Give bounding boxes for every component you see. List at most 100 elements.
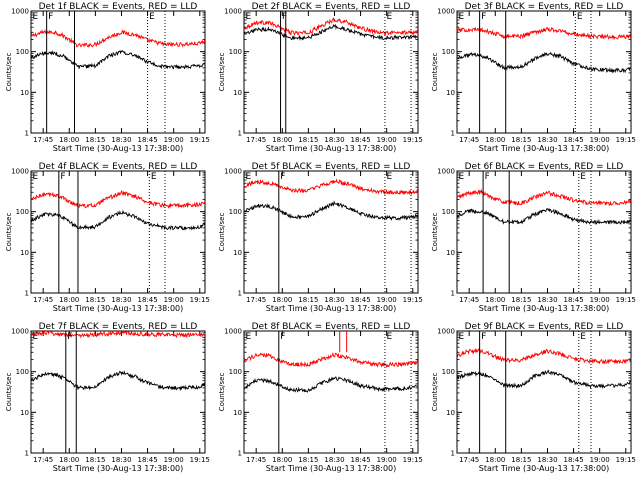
time-marker-label: E — [149, 12, 155, 22]
plot-frame — [30, 170, 206, 294]
y-tick-label: 1000 — [437, 168, 455, 176]
x-tick-label: 18:45 — [350, 296, 370, 304]
y-tick-label: 1 — [451, 130, 455, 138]
chart-title: Det 6f BLACK = Events, RED = LLD — [465, 162, 624, 172]
x-tick-label: 18:00 — [272, 456, 292, 464]
y-axis-label: Counts/sec — [218, 373, 226, 412]
y-tick-label: 1000 — [11, 168, 29, 176]
x-tick-label: 19:15 — [190, 136, 210, 144]
x-tick-label: 18:15 — [85, 296, 105, 304]
time-marker-label: E — [459, 332, 465, 342]
x-tick-label: 18:15 — [298, 296, 318, 304]
x-tick-label: 19:00 — [164, 296, 184, 304]
x-tick-label: 18:45 — [137, 136, 157, 144]
plot-frame — [456, 330, 632, 454]
time-marker-label: E — [33, 12, 39, 22]
x-tick-label: 18:00 — [272, 296, 292, 304]
plot-frame — [243, 170, 419, 294]
y-axis-label: Counts/sec — [431, 373, 439, 412]
y-tick-label: 100 — [442, 368, 455, 376]
x-tick-label: 18:00 — [485, 296, 505, 304]
time-marker-label: E — [33, 332, 39, 342]
x-tick-label: 18:00 — [59, 456, 79, 464]
x-axis-label: Start Time (30-Aug-13 17:38:00) — [266, 144, 397, 153]
y-tick-label: 10 — [233, 249, 242, 257]
y-axis-label: Counts/sec — [218, 213, 226, 252]
y-tick-label: 100 — [16, 48, 29, 56]
x-tick-label: 18:15 — [85, 456, 105, 464]
y-tick-label: 1000 — [224, 168, 242, 176]
lld-series-line — [456, 347, 631, 365]
x-tick-label: 18:30 — [111, 136, 131, 144]
lld-series-line — [31, 189, 206, 209]
x-tick-label: 18:15 — [298, 456, 318, 464]
time-marker-label: E — [246, 12, 252, 22]
events-series-line — [243, 23, 418, 41]
lld-series-line — [243, 17, 418, 36]
chart-title: Det 5f BLACK = Events, RED = LLD — [252, 162, 411, 172]
chart-panel-9: Det 9f BLACK = Events, RED = LLD 1 10 100 10… — [431, 322, 636, 473]
y-tick-label: 100 — [16, 368, 29, 376]
x-axis-label: Start Time (30-Aug-13 17:38:00) — [479, 144, 610, 153]
y-tick-label: 10 — [446, 249, 455, 257]
x-tick-label: 18:00 — [485, 136, 505, 144]
events-series-line — [30, 209, 206, 231]
x-axis-label: Start Time (30-Aug-13 17:38:00) — [266, 304, 397, 313]
time-marker-label: F — [280, 332, 285, 342]
chart-title: Det 7f BLACK = Events, RED = LLD — [39, 322, 198, 332]
y-tick-label: 10 — [446, 409, 455, 417]
y-tick-label: 1 — [25, 290, 29, 298]
y-tick-label: 100 — [229, 368, 242, 376]
lld-series-line — [30, 329, 205, 339]
time-marker-label: E — [580, 172, 586, 182]
events-series-line — [243, 200, 419, 222]
x-tick-label: 19:15 — [403, 456, 423, 464]
lld-series-line — [243, 178, 419, 196]
x-tick-label: 18:15 — [511, 296, 531, 304]
x-tick-label: 18:30 — [324, 296, 344, 304]
x-tick-label: 18:30 — [537, 456, 557, 464]
x-tick-label: 19:00 — [590, 296, 610, 304]
lld-series-line — [30, 29, 206, 48]
y-tick-label: 10 — [20, 249, 29, 257]
x-tick-label: 18:45 — [350, 136, 370, 144]
x-tick-label: 19:15 — [403, 296, 423, 304]
x-tick-label: 19:00 — [590, 456, 610, 464]
time-marker-label: E — [577, 12, 583, 22]
time-marker-label: E — [459, 172, 465, 182]
y-tick-label: 100 — [16, 208, 29, 216]
x-axis-label: Start Time (30-Aug-13 17:38:00) — [53, 304, 184, 313]
y-tick-label: 100 — [442, 208, 455, 216]
y-tick-label: 10 — [233, 89, 242, 97]
time-marker-label: F — [280, 172, 285, 182]
chart-panel-1: Det 1f BLACK = Events, RED = LLD 1 10 100 10… — [5, 2, 210, 153]
plot-frame — [30, 330, 206, 454]
chart-panel-4: Det 4f BLACK = Events, RED = LLD 1 10 100 10… — [5, 162, 210, 313]
time-marker-label: F — [481, 12, 486, 22]
y-tick-label: 1 — [25, 130, 29, 138]
plot-frame — [30, 10, 206, 134]
x-tick-label: 19:15 — [616, 456, 636, 464]
chart-title: Det 9f BLACK = Events, RED = LLD — [465, 322, 624, 332]
time-marker-label: F — [48, 12, 53, 22]
y-tick-label: 10 — [20, 89, 29, 97]
time-marker-label: E — [246, 332, 252, 342]
x-tick-label: 19:15 — [616, 296, 636, 304]
x-tick-label: 19:00 — [377, 296, 397, 304]
y-axis-label: Counts/sec — [431, 213, 439, 252]
chart-panel-5: Det 5f BLACK = Events, RED = LLD 1 10 100 10… — [218, 162, 423, 313]
time-marker-label: E — [246, 172, 252, 182]
chart-panel-6: Det 6f BLACK = Events, RED = LLD 1 10 100 10… — [431, 162, 636, 313]
chart-panel-2: Det 2f BLACK = Events, RED = LLD 1 10 100 10… — [218, 2, 423, 153]
y-tick-label: 1000 — [437, 8, 455, 16]
chart-title: Det 2f BLACK = Events, RED = LLD — [252, 2, 411, 12]
y-tick-label: 1 — [238, 450, 242, 458]
chart-panel-3: Det 3f BLACK = Events, RED = LLD 1 10 100 10… — [431, 2, 636, 153]
y-axis-label: Counts/sec — [431, 53, 439, 92]
y-tick-label: 100 — [229, 208, 242, 216]
y-axis-label: Counts/sec — [5, 373, 13, 412]
events-series-line — [456, 369, 631, 390]
y-tick-label: 1 — [451, 290, 455, 298]
plot-frame — [243, 330, 419, 454]
